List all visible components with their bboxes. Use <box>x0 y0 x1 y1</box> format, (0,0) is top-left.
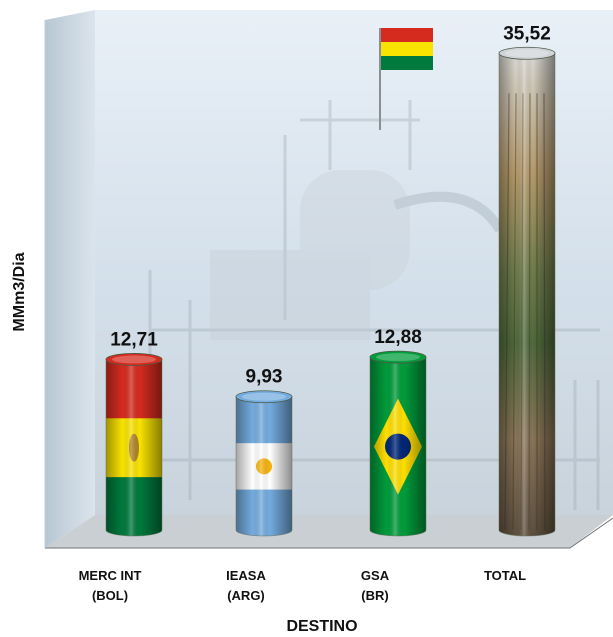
bar-2 <box>369 350 427 537</box>
category-label-3-0: TOTAL <box>484 568 526 583</box>
x-axis-title: DESTINO <box>286 618 357 635</box>
value-label-0: 12,71 <box>110 329 158 350</box>
category-label-1-0: IEASA <box>226 568 266 583</box>
bar-top-0 <box>105 353 163 366</box>
bar-top-2 <box>369 350 427 364</box>
gas-plant-silhouette <box>120 100 600 510</box>
chart-floor <box>45 515 613 548</box>
chart-side-wall <box>45 10 95 548</box>
category-label-2-0: GSA <box>361 568 390 583</box>
bar-top-1 <box>235 390 293 404</box>
bar-top-3 <box>498 46 556 60</box>
y-axis-title: MMm3/Dia <box>11 252 28 331</box>
category-label-0-1: (BOL) <box>92 588 128 603</box>
bar-3 <box>498 46 556 537</box>
bar-1 <box>235 390 293 537</box>
category-label-2-1: (BR) <box>361 588 388 603</box>
bar-0 <box>105 353 163 537</box>
bolivia-flag-decoration <box>379 28 433 130</box>
labels-layer: 12,71 MERC INT (BOL) 9,93 IEASA (ARG) 12,88 GSA… <box>11 23 551 635</box>
value-label-1: 9,93 <box>246 367 283 388</box>
bars-layer <box>105 46 556 537</box>
category-label-1-1: (ARG) <box>227 588 265 603</box>
value-label-3: 35,52 <box>503 23 551 44</box>
value-label-2: 12,88 <box>374 327 422 348</box>
category-label-0-0: MERC INT <box>79 568 142 583</box>
